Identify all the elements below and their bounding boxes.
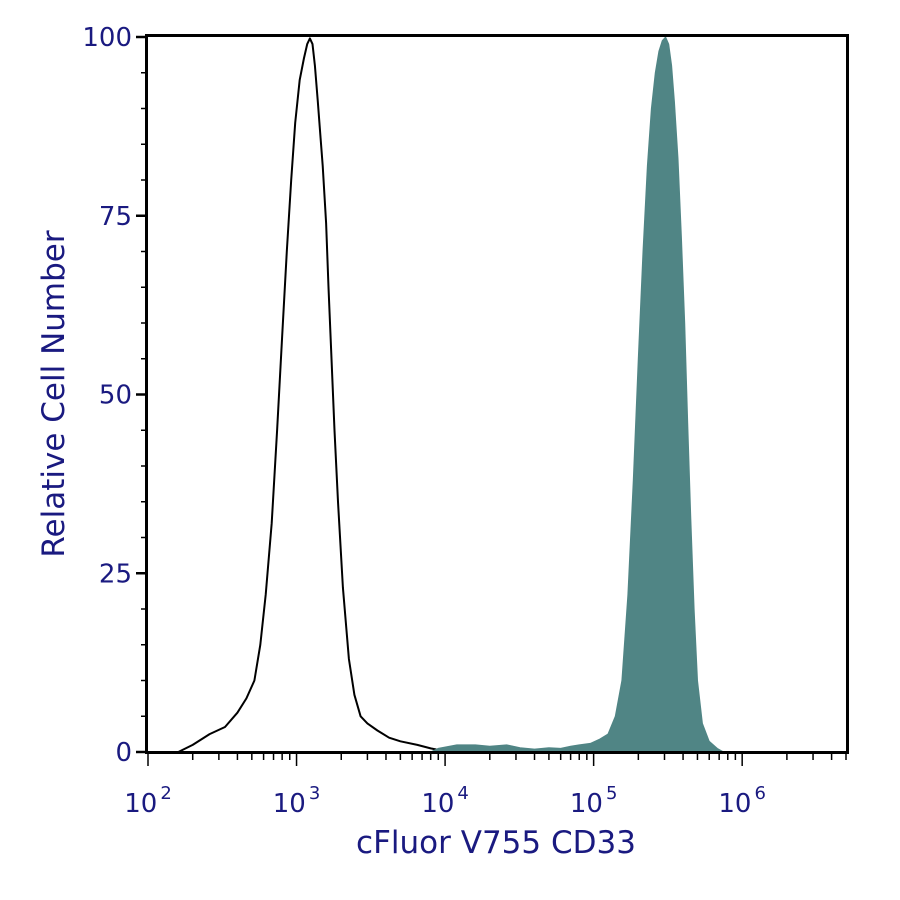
x-tick-base: 10: [421, 789, 454, 819]
x-tick-exponent: 5: [606, 783, 617, 804]
y-tick-label: 75: [99, 202, 132, 232]
y-tick-label: 50: [99, 381, 132, 411]
x-axis-title: cFluor V755 CD33: [356, 825, 636, 861]
x-tick-exponent: 2: [160, 783, 171, 804]
series-layer: [177, 36, 726, 753]
x-tick-exponent: 6: [754, 783, 765, 804]
x-tick-label: 10 5: [570, 783, 618, 819]
x-tick-base: 10: [124, 789, 157, 819]
y-tick-label: 100: [82, 23, 132, 53]
x-tick-label: 10 3: [273, 783, 321, 819]
x-tick-base: 10: [273, 789, 306, 819]
stained-histogram-fill: [430, 36, 726, 753]
x-tick-exponent: 4: [457, 783, 468, 804]
plot-frame: [145, 34, 849, 754]
axis-layer: [136, 35, 847, 766]
control-histogram-line: [177, 37, 446, 753]
x-tick-exponent: 3: [309, 783, 320, 804]
x-tick-label: 10 2: [124, 783, 172, 819]
x-tick-base: 10: [718, 789, 751, 819]
y-tick-label: 0: [115, 738, 132, 768]
y-tick-label: 25: [99, 559, 132, 589]
x-tick-label: 10 6: [718, 783, 766, 819]
x-tick-base: 10: [570, 789, 603, 819]
y-axis-title: Relative Cell Number: [36, 230, 72, 557]
x-tick-label: 10 4: [421, 783, 469, 819]
